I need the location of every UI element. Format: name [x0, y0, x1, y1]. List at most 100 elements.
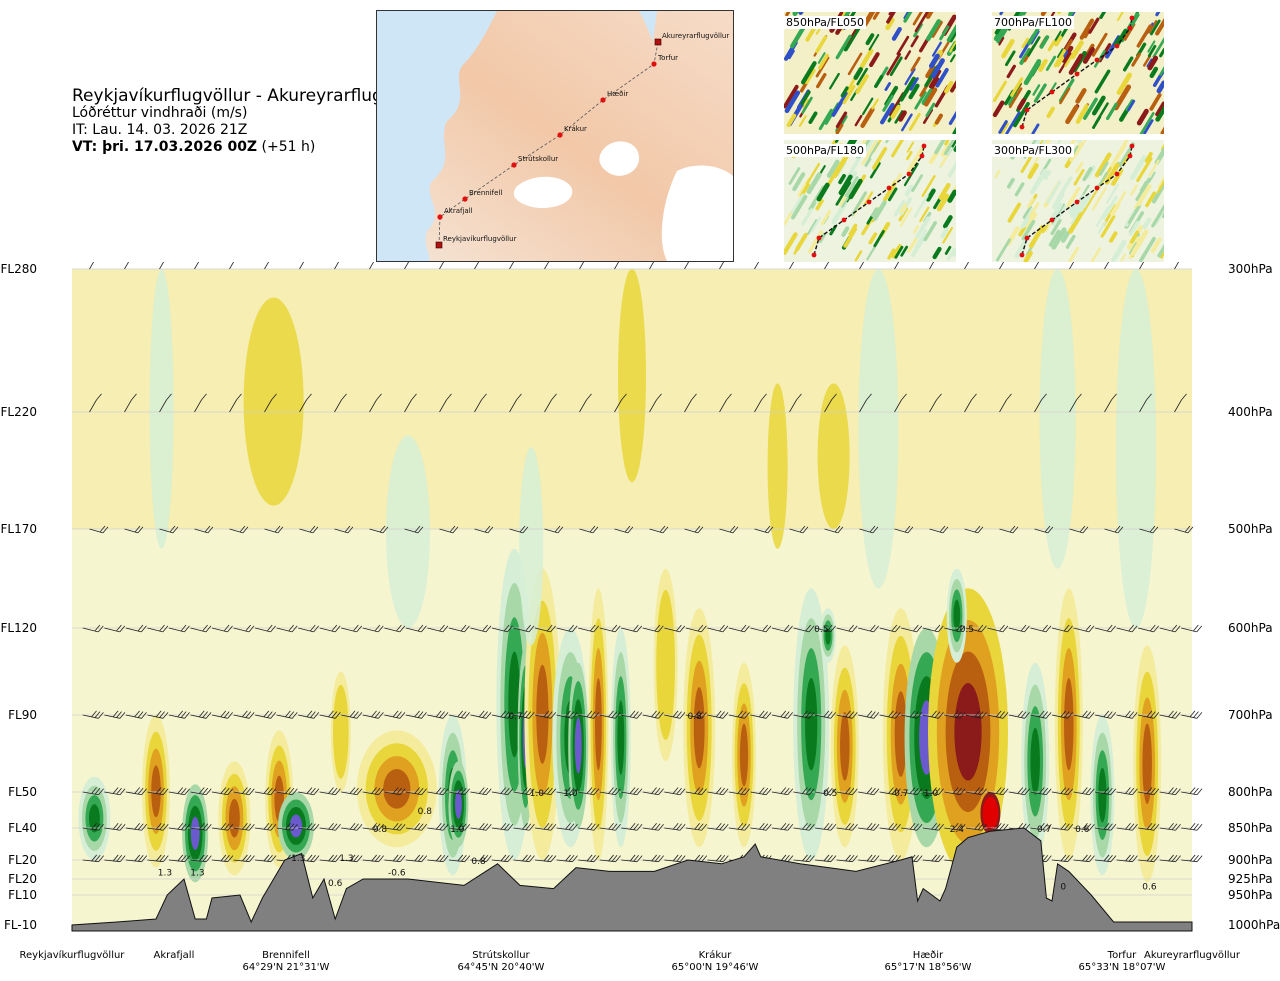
map-glacier-center — [599, 141, 640, 176]
wind-barb — [544, 393, 557, 413]
thumb-streak — [908, 112, 921, 131]
thumb-streak — [868, 33, 880, 51]
thumb-streak — [1127, 99, 1136, 112]
wind-barb — [922, 854, 944, 863]
thumb-streak — [890, 104, 901, 120]
contour-label: 1.0 — [530, 789, 545, 799]
thumb-streak — [1016, 98, 1027, 111]
wind-barb — [362, 822, 384, 831]
thumb-streak — [1134, 183, 1152, 210]
wind-barb — [470, 854, 492, 863]
thumb-streak — [1130, 184, 1138, 196]
thumb-streak — [843, 227, 858, 248]
wind-barb — [405, 624, 427, 633]
field-plume — [243, 297, 304, 506]
wind-barb — [719, 262, 725, 270]
thumb-streak — [942, 226, 954, 244]
wind-barb — [719, 393, 732, 413]
thumb-streak — [1145, 191, 1157, 208]
thumb-streak — [1006, 177, 1015, 189]
contour-label: 0.7 — [508, 712, 522, 722]
wind-barb — [987, 624, 1009, 633]
wind-barb — [965, 710, 987, 719]
thumb-streak — [1021, 37, 1030, 49]
contour-label: 1.3 — [190, 868, 204, 878]
field-plume — [1116, 269, 1156, 628]
flight-level-tick: FL10 — [8, 888, 37, 902]
thumb-700[interactable]: 700hPa/FL100 — [992, 0, 1174, 136]
thumb-streak — [847, 52, 863, 76]
thumb-streak — [799, 81, 809, 93]
wind-barb — [168, 624, 190, 633]
wind-barb — [964, 393, 977, 413]
wind-barb — [824, 393, 837, 413]
thumb-streak — [931, 20, 943, 38]
wind-barb — [513, 822, 535, 831]
wind-barb — [879, 624, 901, 633]
wind-barb — [987, 710, 1009, 719]
wind-barb — [922, 710, 944, 719]
issue-time: IT: Lau. 14. 03. 2026 21Z — [72, 122, 248, 138]
thumb-streak — [800, 183, 810, 197]
wind-barb — [793, 787, 815, 796]
thumb-streak — [905, 150, 913, 161]
wind-barb — [664, 787, 686, 796]
thumb-streak — [790, 193, 805, 214]
wind-barb — [664, 854, 686, 863]
contour-label: 0.8 — [688, 712, 703, 722]
waypoint-name: Krákur — [698, 950, 732, 961]
contour-label: 1.3 — [291, 854, 305, 864]
thumb-streak — [931, 41, 942, 57]
thumb-streak — [1091, 95, 1106, 116]
thumb-streak — [1046, 106, 1055, 119]
contour-label: 0 — [1060, 882, 1066, 892]
wind-barb — [168, 822, 191, 831]
wind-barb — [879, 787, 901, 796]
thumb-streak — [904, 184, 914, 197]
thumb-streak — [894, 172, 903, 184]
thumb-850[interactable]: 850hPa/FL050 — [782, 0, 970, 136]
wind-barb — [1116, 710, 1138, 719]
flight-level-tick: FL220 — [1, 405, 38, 419]
thumb-streak — [1146, 58, 1153, 68]
thumb-streak — [935, 68, 949, 88]
contour-label: 0.5 — [814, 625, 828, 635]
thumb-streak — [1097, 220, 1107, 234]
thumb-300[interactable]: 300hPa/FL300 — [992, 122, 1173, 264]
wind-barb — [771, 624, 793, 633]
thumb-route-point — [1114, 171, 1120, 177]
wind-barb — [824, 525, 844, 534]
wind-barb — [1051, 624, 1073, 633]
thumb-streak — [871, 98, 879, 110]
wind-barb — [89, 393, 102, 413]
wind-barb — [578, 710, 600, 719]
flight-level-tick: FL20 — [8, 872, 37, 886]
field-plume — [519, 447, 544, 646]
thumb-streak — [859, 48, 874, 69]
thumb-streak — [1155, 101, 1166, 116]
thumb-streak — [940, 227, 949, 239]
wind-barb — [82, 822, 104, 831]
pressure-tick: 700hPa — [1228, 708, 1273, 722]
thumb-streak — [910, 35, 919, 48]
thumb-streak — [1048, 229, 1061, 247]
wind-barb — [599, 854, 621, 863]
thumb-500[interactable]: 500hPa/FL180 — [782, 119, 968, 262]
thumb-streak — [891, 26, 902, 41]
wind-barb — [771, 787, 794, 796]
wind-barb — [642, 787, 664, 796]
thumb-streak — [898, 110, 907, 122]
thumb-streak — [1095, 206, 1110, 227]
thumb-streak — [993, 80, 1007, 102]
thumb-streak — [1041, 224, 1049, 234]
wind-barb — [1138, 624, 1159, 633]
wind-barb — [474, 525, 494, 534]
contour-labels: 1.3 1.3 1.3 1.3 0.6 -0.6 0.8 0.8 1.0 0.8 0.7 1.0 1.0… — [158, 625, 1157, 892]
thumb-streak — [790, 194, 808, 220]
thumb-streak — [826, 159, 840, 178]
thumb-streak — [1152, 75, 1162, 87]
contour-label: 0.6 — [1142, 882, 1157, 892]
thumb-streak — [1008, 87, 1023, 109]
wind-barb — [642, 710, 664, 719]
route-point-marker — [557, 132, 563, 138]
